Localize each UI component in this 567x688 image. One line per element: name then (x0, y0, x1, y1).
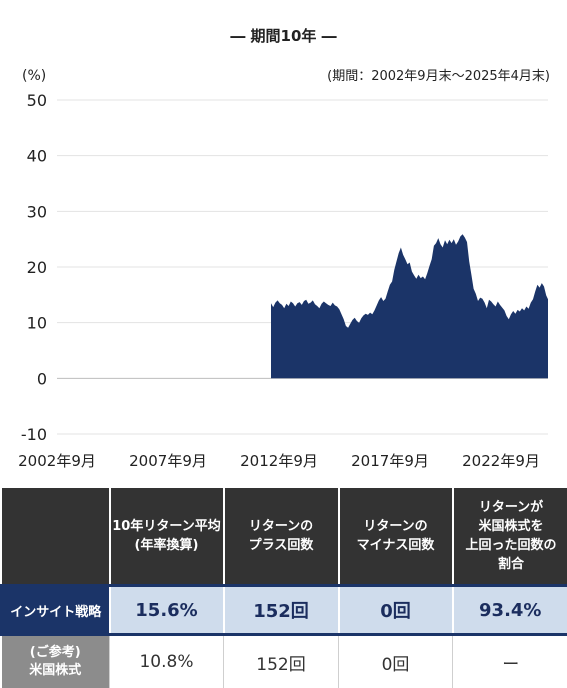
y-tick-label: -10 (21, 425, 47, 444)
table-header-cell (1, 488, 110, 586)
x-axis: 2002年9月 2007年9月 2012年9月 2017年9月 2022年9月 (18, 452, 540, 470)
table-header-row: 10年リターン平均 (年率換算) リターンの プラス回数 リターンの マイナス回数 リターン… (1, 488, 567, 586)
chart-title: ― 期間10年 ― (230, 27, 337, 45)
table-cell: 0回 (338, 634, 453, 688)
y-tick-label: 50 (27, 91, 47, 110)
y-axis: 50 40 30 20 10 0 -10 (21, 91, 47, 444)
table-cell: 15.6% (108, 584, 224, 636)
y-tick-label: 40 (27, 147, 47, 166)
row-label: インサイト戦略 (0, 584, 110, 636)
x-tick-label: 2002年9月 (18, 452, 96, 470)
y-axis-unit-label: (%) (22, 68, 46, 84)
table-cell: 152回 (223, 634, 339, 688)
return-area-series (271, 234, 548, 379)
x-tick-label: 2012年9月 (240, 452, 318, 470)
y-tick-label: 20 (27, 258, 47, 277)
table-header-cell: リターンが 米国株式を 上回った回数の 割合 (451, 488, 567, 586)
table-cell: 93.4% (451, 584, 567, 636)
x-tick-label: 2007年9月 (129, 452, 207, 470)
table-cell: 0回 (337, 584, 453, 636)
return-area-chart: 50 40 30 20 10 0 -10 2002年9月 2007年9月 2012年9月 2017… (18, 68, 550, 470)
x-tick-label: 2017年9月 (351, 452, 429, 470)
chart-area-layer (271, 234, 548, 379)
table-header-cell: 10年リターン平均 (年率換算) (108, 488, 224, 586)
table-row-us-equity: (ご参考) 米国株式 10.8% 152回 0回ー (1, 634, 567, 688)
table-cell: 10.8% (109, 634, 224, 688)
table-cell: ー (452, 634, 567, 688)
period-note: (期間：2002年9月末〜2025年4月末) (327, 69, 550, 84)
comparison-table: 10年リターン平均 (年率換算) リターンの プラス回数 リターンの マイナス回数 リターン… (0, 488, 567, 688)
table-header-cell: リターンの プラス回数 (222, 488, 339, 586)
y-tick-label: 30 (27, 202, 47, 221)
table-cell: 152回 (222, 584, 339, 636)
row-label: (ご参考) 米国株式 (1, 634, 110, 688)
chart-gridlines (57, 99, 548, 435)
y-tick-label: 0 (37, 369, 47, 388)
y-tick-label: 10 (27, 314, 47, 333)
table-header-cell: リターンの マイナス回数 (337, 488, 453, 586)
table-row-insight-strategy: インサイト戦略 15.6% 152回 0回 93.4% (0, 584, 567, 636)
x-tick-label: 2022年9月 (462, 452, 540, 470)
